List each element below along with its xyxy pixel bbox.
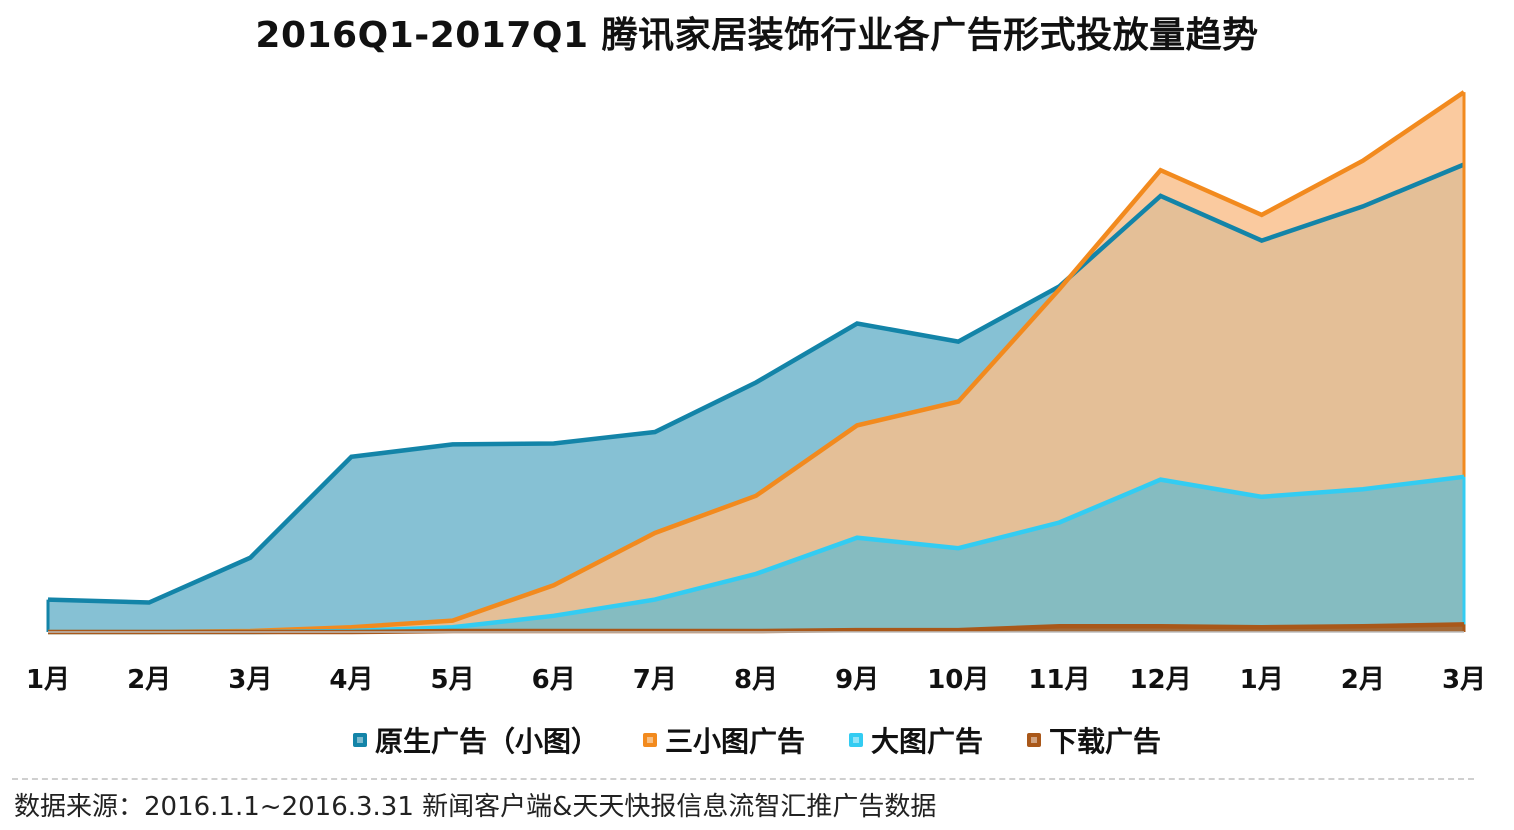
x-tick-label: 1月 (26, 665, 70, 695)
legend-item: 大图广告 (849, 720, 983, 760)
x-tick-label: 2月 (127, 665, 171, 695)
line-原生广告小图 (47, 162, 1465, 605)
legend-swatch (642, 733, 657, 747)
legend: 原生广告（小图） 三小图广告 大图广告 下载广告 (0, 720, 1514, 760)
x-tick-label: 6月 (532, 665, 576, 695)
legend-item: 三小图广告 (642, 720, 805, 760)
x-tick-label: 3月 (1442, 665, 1486, 695)
legend-label: 大图广告 (871, 725, 984, 758)
x-tick-label: 9月 (835, 665, 879, 695)
legend-item: 下载广告 (1027, 720, 1161, 760)
area-chart: 1月 2月 3月 4月 5月 6月 7月 8月 9月 10月 11月 12月 1月 2月 3月 (26, 90, 1486, 695)
legend-item: 原生广告（小图） (352, 720, 599, 760)
x-tick-label: 2月 (1341, 665, 1385, 695)
legend-label: 原生广告（小图） (374, 725, 599, 758)
x-tick-label: 10月 (927, 665, 989, 695)
source-note: 数据来源：2016.1.1~2016.3.31 新闻客户端&天天快报信息流智汇推… (14, 792, 937, 822)
x-tick-label: 4月 (329, 665, 373, 695)
legend-swatch (352, 733, 367, 747)
x-tick-label: 1月 (1240, 665, 1284, 695)
area-layer (48, 92, 1464, 633)
legend-swatch (849, 733, 863, 747)
x-tick-label: 8月 (734, 665, 778, 695)
x-tick-label: 3月 (228, 665, 272, 695)
x-tick-label: 7月 (633, 665, 677, 695)
x-tick-label: 5月 (431, 665, 475, 695)
chart-title: 2016Q1-2017Q1 腾讯家居装饰行业各广告形式投放量趋势 (255, 15, 1259, 56)
area-三小图广告 (48, 92, 1464, 633)
legend-swatch (1027, 733, 1042, 747)
legend-label: 下载广告 (1049, 725, 1162, 758)
x-tick-label: 11月 (1028, 665, 1090, 695)
area-大图广告 (48, 476, 1464, 632)
x-tick-label: 12月 (1129, 665, 1191, 695)
x-tick-labels: 1月 2月 3月 4月 5月 6月 7月 8月 9月 10月 11月 12月 1月 2月 3月 (26, 665, 1486, 695)
legend-label: 三小图广告 (664, 725, 805, 758)
source-divider (12, 778, 1474, 780)
